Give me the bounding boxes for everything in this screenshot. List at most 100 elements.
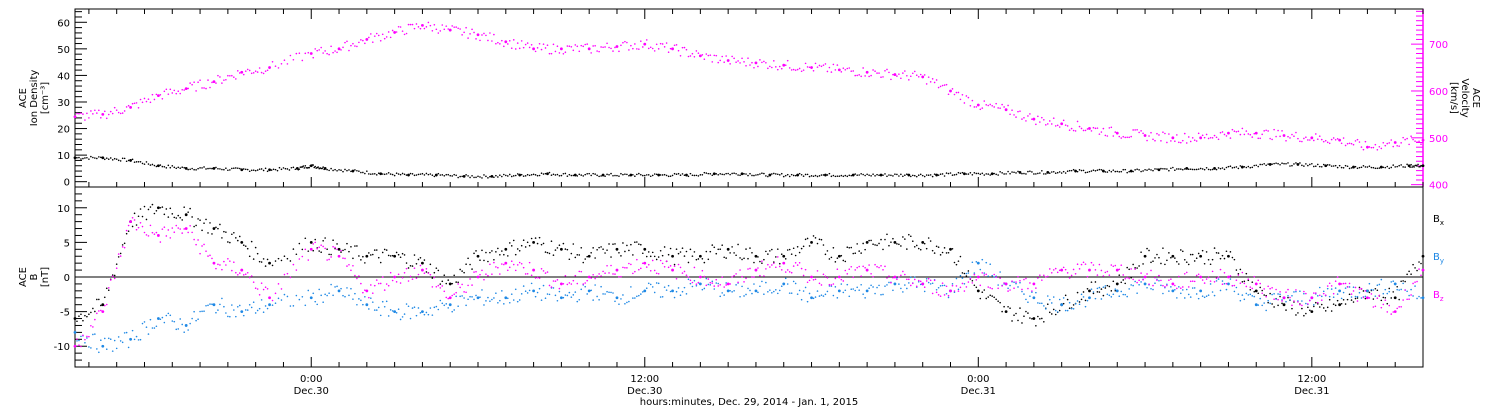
density-sample	[1378, 167, 1381, 169]
velocity-point	[1171, 136, 1175, 140]
velocity-sample	[945, 83, 948, 86]
bz-sample	[322, 245, 324, 248]
density-sample	[1328, 164, 1331, 166]
bx-sample	[1356, 297, 1359, 299]
velocity-sample	[187, 87, 189, 90]
by-sample	[461, 295, 463, 297]
density-sample	[403, 173, 406, 176]
density-sample	[739, 174, 741, 177]
by-sample	[1068, 301, 1071, 304]
velocity-sample	[364, 42, 366, 45]
by-sample	[109, 338, 112, 341]
bz-sample	[1189, 280, 1192, 283]
bz-point	[949, 289, 952, 293]
velocity-point	[1115, 131, 1119, 135]
by-sample	[356, 303, 358, 306]
velocity-sample	[415, 23, 418, 25]
bz-sample	[969, 277, 972, 280]
density-sample	[566, 175, 569, 177]
density-sample	[1412, 165, 1414, 167]
velocity-sample	[98, 109, 100, 112]
by-sample	[227, 315, 229, 318]
velocity-sample	[109, 110, 112, 113]
velocity-sample	[771, 66, 773, 69]
density-sample	[929, 174, 932, 176]
velocity-sample	[618, 50, 620, 53]
by-point	[365, 303, 369, 307]
bz-point	[1004, 282, 1008, 286]
by-sample	[892, 289, 894, 292]
density-sample	[703, 171, 706, 174]
density-sample	[552, 173, 555, 176]
bz-sample	[927, 277, 930, 280]
by-sample	[1318, 286, 1321, 289]
density-sample	[1144, 168, 1146, 171]
bx-sample	[271, 264, 274, 267]
bx-sample	[544, 251, 547, 253]
bx-sample	[497, 247, 499, 250]
velocity-sample	[362, 39, 364, 42]
bx-sample	[689, 248, 692, 251]
bz-sample	[1126, 276, 1128, 279]
velocity-point	[156, 94, 160, 98]
density-sample	[173, 166, 176, 169]
by-sample	[735, 284, 737, 286]
bx-sample	[1054, 313, 1057, 316]
velocity-sample	[1046, 123, 1049, 125]
bx-sample	[761, 262, 763, 264]
bz-sample	[675, 277, 678, 280]
density-sample	[467, 175, 469, 177]
density-sample	[1134, 169, 1136, 171]
by-sample	[397, 308, 400, 310]
bx-sample	[731, 246, 733, 248]
bz-sample	[1044, 276, 1047, 278]
by-point	[393, 310, 397, 314]
bz-sample	[780, 269, 783, 271]
density-sample	[334, 168, 336, 171]
density-sample	[459, 175, 461, 178]
bx-sample	[874, 244, 876, 246]
bz-sample	[497, 266, 499, 269]
by-sample	[1239, 299, 1242, 302]
by-sample	[425, 311, 428, 314]
density-sample	[149, 164, 152, 166]
by-sample	[1168, 290, 1170, 292]
velocity-sample	[669, 47, 672, 50]
by-sample	[219, 303, 221, 306]
velocity-sample	[870, 74, 872, 77]
velocity-sample	[649, 46, 652, 49]
density-sample	[1313, 165, 1315, 168]
velocity-sample	[1019, 110, 1021, 112]
bx-sample	[159, 206, 162, 209]
density-point	[1185, 167, 1189, 170]
bx-sample	[370, 254, 372, 256]
by-sample	[368, 308, 370, 310]
velocity-sample	[622, 41, 624, 44]
bx-sample	[326, 248, 328, 250]
bx-sample	[171, 213, 174, 215]
by-sample	[364, 295, 366, 298]
density-sample	[433, 175, 436, 178]
bz-sample	[405, 267, 408, 270]
bz-sample	[868, 264, 870, 266]
bz-sample	[1219, 268, 1222, 271]
bz-sample	[622, 266, 624, 269]
density-sample	[1394, 166, 1397, 168]
velocity-sample	[1225, 135, 1228, 137]
bz-sample	[143, 231, 146, 234]
by-sample	[554, 294, 557, 297]
velocity-sample	[510, 47, 513, 50]
by-sample	[469, 295, 471, 298]
by-sample	[632, 297, 634, 299]
by-sample	[530, 282, 533, 285]
bz-sample	[1003, 282, 1005, 284]
bz-sample	[1019, 280, 1021, 282]
velocity-point	[726, 59, 730, 62]
velocity-sample	[840, 71, 843, 73]
by-sample	[149, 318, 152, 321]
by-point	[268, 303, 271, 307]
by-point	[156, 317, 160, 320]
time-axis-labels: 0:00Dec.3012:00Dec.300:00Dec.3112:00Dec.…	[294, 374, 1330, 397]
density-sample	[96, 157, 98, 160]
density-sample	[749, 172, 751, 175]
